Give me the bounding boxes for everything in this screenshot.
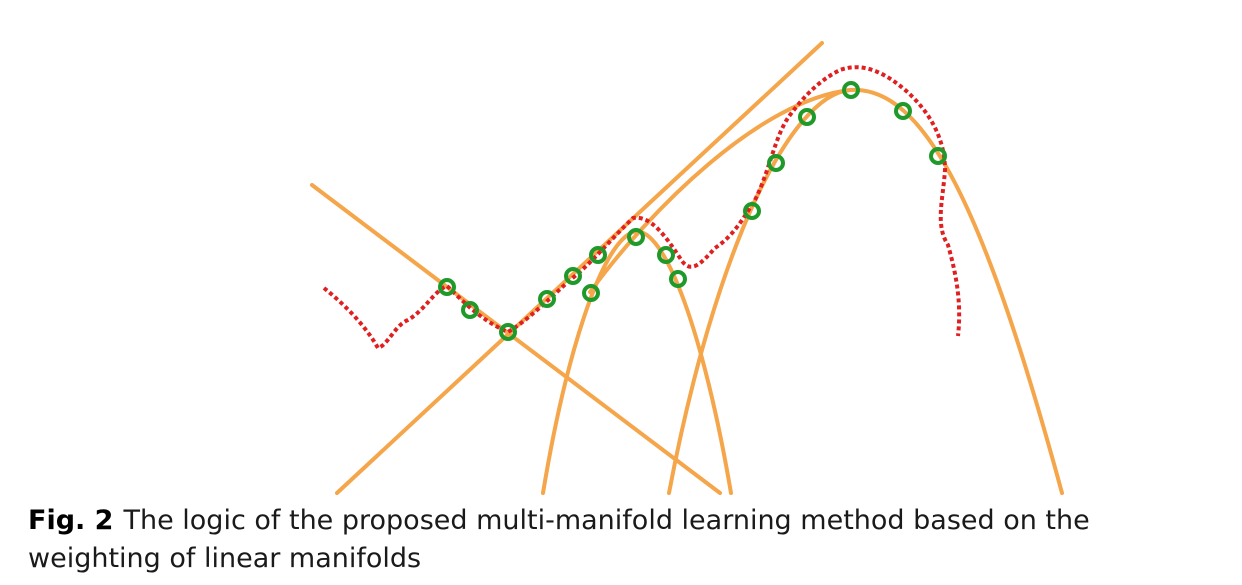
sample-point (767, 154, 785, 172)
sample-point (842, 81, 860, 99)
sample-point (589, 246, 607, 264)
linear-manifold-line-descending (310, 183, 722, 495)
parabolic-manifold-curve-inner (588, 88, 852, 294)
sample-point (627, 228, 645, 246)
multi-manifold-figure (310, 41, 1064, 495)
sample-point (798, 108, 816, 126)
linear-manifold-line-ascending (335, 41, 824, 495)
sample-points-group (438, 81, 947, 341)
manifold-group (310, 41, 1064, 495)
sample-point (564, 267, 582, 285)
sample-point (929, 147, 947, 165)
sample-point (499, 323, 517, 341)
sample-point (894, 102, 912, 120)
caption-text: The logic of the proposed multi-manifold… (28, 505, 1090, 574)
caption-figure-label: Fig. 2 (28, 505, 114, 536)
sample-point (657, 246, 675, 264)
data-curve-dotted (322, 65, 962, 351)
sample-point (538, 290, 556, 308)
figure-caption: Fig. 2 The logic of the proposed multi-ma… (28, 502, 1228, 578)
sample-point (582, 284, 600, 302)
sample-point (461, 301, 479, 319)
sample-point (743, 202, 761, 220)
sample-point (669, 270, 687, 288)
sample-point (438, 278, 456, 296)
